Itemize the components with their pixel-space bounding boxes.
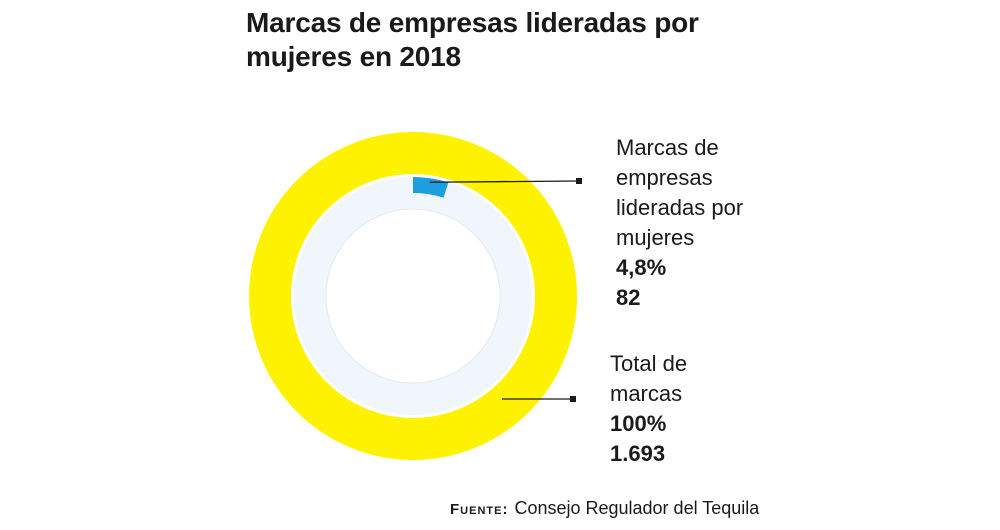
total-leader-marker xyxy=(570,396,576,402)
legend-total-label: Total de marcas xyxy=(610,351,688,406)
legend-women-led-percent: 4,8% xyxy=(616,255,667,280)
legend-total-count: 1.693 xyxy=(610,441,666,466)
legend-women-led: Marcas de empresas lideradas por mujeres… xyxy=(616,133,766,313)
total-ring xyxy=(249,132,577,460)
source-label: Fuente: xyxy=(450,501,509,518)
legend-total: Total de marcas 100% 1.693 xyxy=(610,349,760,469)
chart-title: Marcas de empresas lideradas por mujeres… xyxy=(246,7,699,72)
legend-women-led-label: Marcas de empresas lideradas por mujeres xyxy=(616,135,744,250)
source-note: Fuente: Consejo Regulador del Tequila xyxy=(450,498,759,519)
source-text: Consejo Regulador del Tequila xyxy=(514,498,760,518)
inner-hole xyxy=(325,208,501,384)
legend-women-led-count: 82 xyxy=(616,285,641,310)
legend-total-percent: 100% xyxy=(610,411,667,436)
women-led-leader-line xyxy=(429,180,579,183)
women-led-leader-marker xyxy=(576,178,582,184)
